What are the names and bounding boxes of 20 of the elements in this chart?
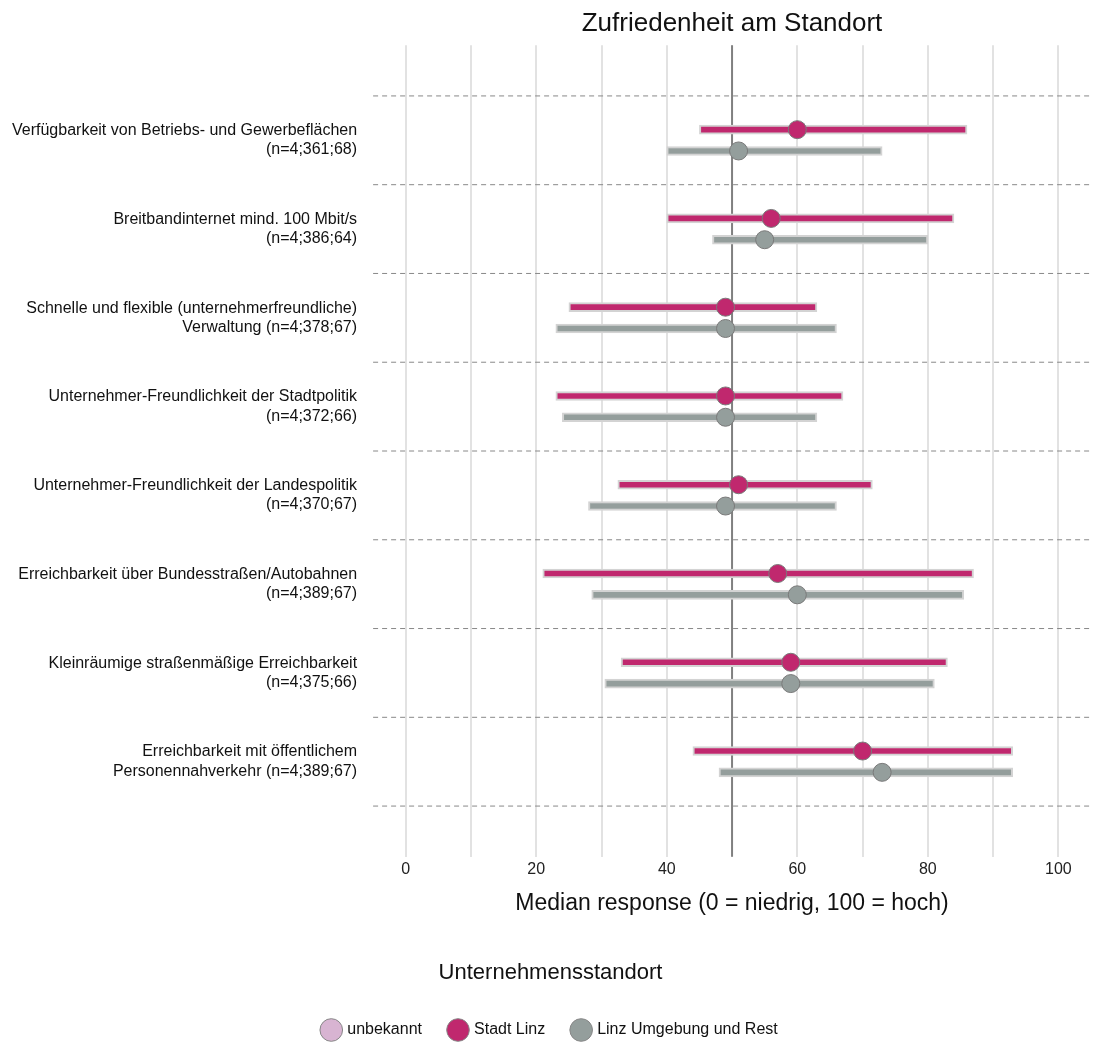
y-tick-label: Schnelle und flexible (unternehmerfreundliche) Verwaltung (n=4;378;67) — [26, 298, 358, 335]
legend-label: Linz Umgebung und Rest — [597, 1020, 779, 1038]
x-tick-label: 100 — [1045, 859, 1072, 877]
legend-title: Unternehmensstandort — [438, 958, 663, 984]
y-tick-label: Unternehmer-Freundlichkeit der Stadtpolitik (n=4;372;66) — [48, 387, 359, 424]
y-tick-label: Unternehmer-Freundlichkeit der Landespolitik (n=4;370;67) — [33, 476, 359, 513]
x-tick-label: 60 — [788, 859, 807, 877]
y-tick-label: Erreichbarkeit mit öffentlichem Personennahverkehr (n=4;389;67) — [112, 742, 358, 779]
y-tick-label: Verfügbarkeit von Betriebs- und Gewerbeflächen (n=4;361;68) — [12, 121, 358, 158]
x-tick-label: 0 — [401, 859, 411, 877]
x-tick-label: 20 — [527, 859, 546, 877]
y-tick-label: Erreichbarkeit über Bundesstraßen/Autobahnen (n=4;389;67) — [18, 564, 358, 602]
legend-label: unbekannt — [347, 1020, 423, 1038]
x-tick-label: 40 — [657, 859, 676, 877]
x-axis-title: Median response (0 = niedrig, 100 = hoch) — [515, 889, 949, 916]
legend-label: Stadt Linz — [474, 1020, 546, 1038]
x-tick-label: 80 — [918, 859, 937, 877]
chart-title: Zufriedenheit am Standort — [581, 6, 884, 37]
y-tick-label: Breitbandinternet mind. 100 Mbit/s (n=4;386;64) — [113, 209, 358, 247]
y-tick-label: Kleinräumige straßenmäßige Erreichbarkeit (n=4;375;66) — [48, 653, 358, 690]
